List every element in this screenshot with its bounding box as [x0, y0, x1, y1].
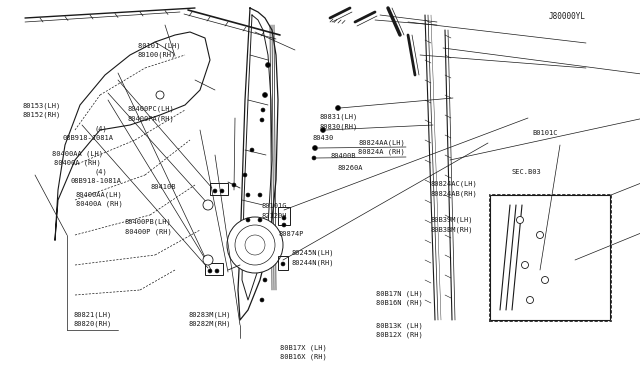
Text: 80830(RH): 80830(RH)	[320, 123, 358, 130]
Circle shape	[220, 189, 224, 193]
Circle shape	[335, 106, 340, 110]
Text: 80283M(LH): 80283M(LH)	[189, 311, 231, 318]
Circle shape	[156, 91, 164, 99]
Text: 80874P: 80874P	[278, 231, 304, 237]
Circle shape	[227, 217, 283, 273]
Circle shape	[250, 148, 254, 152]
Text: 80824A (RH): 80824A (RH)	[358, 148, 405, 155]
Circle shape	[281, 262, 285, 266]
Text: 80410B: 80410B	[150, 184, 176, 190]
Circle shape	[261, 108, 265, 112]
Text: 80244N(RH): 80244N(RH)	[291, 259, 333, 266]
Text: 80400A (RH): 80400A (RH)	[54, 159, 101, 166]
Text: 80260A: 80260A	[338, 165, 364, 171]
Circle shape	[208, 269, 212, 273]
Text: 80B17N (LH): 80B17N (LH)	[376, 291, 423, 297]
Circle shape	[260, 298, 264, 302]
Text: 80400AA(LH): 80400AA(LH)	[76, 191, 122, 198]
Text: 80400PB(LH): 80400PB(LH)	[125, 219, 172, 225]
Text: (4): (4)	[95, 126, 108, 132]
Text: 80824AA(LH): 80824AA(LH)	[358, 139, 405, 146]
Circle shape	[522, 262, 529, 269]
Text: 80B13K (LH): 80B13K (LH)	[376, 322, 423, 329]
Text: 80100(RH): 80100(RH)	[138, 52, 176, 58]
Text: 80153(LH): 80153(LH)	[22, 102, 61, 109]
Circle shape	[282, 223, 286, 227]
Circle shape	[312, 145, 317, 151]
Text: 80245N(LH): 80245N(LH)	[291, 250, 333, 256]
Circle shape	[258, 218, 262, 222]
Circle shape	[203, 255, 213, 265]
Text: 80820(RH): 80820(RH)	[74, 320, 112, 327]
Text: B0101C: B0101C	[532, 130, 558, 136]
Text: (4): (4)	[95, 169, 108, 175]
Text: 80400PC(LH): 80400PC(LH)	[128, 106, 175, 112]
Text: 80B17X (LH): 80B17X (LH)	[280, 344, 327, 351]
Text: 08B918-1081A: 08B918-1081A	[70, 178, 122, 184]
Text: 82120H: 82120H	[261, 213, 287, 219]
Circle shape	[266, 62, 271, 67]
Circle shape	[245, 235, 265, 255]
Text: 08B918-J081A: 08B918-J081A	[63, 135, 114, 141]
Text: 80824AB(RH): 80824AB(RH)	[430, 190, 477, 197]
Circle shape	[262, 93, 268, 97]
Circle shape	[246, 193, 250, 197]
Circle shape	[213, 189, 217, 193]
Text: 80400PA(RH): 80400PA(RH)	[128, 115, 175, 122]
Text: 80430: 80430	[312, 135, 333, 141]
Text: 80101 (LH): 80101 (LH)	[138, 42, 180, 49]
Text: 80400A (RH): 80400A (RH)	[76, 201, 122, 207]
Text: 80B39M(LH): 80B39M(LH)	[430, 217, 472, 224]
Text: 80101G: 80101G	[261, 203, 287, 209]
Text: 80B16X (RH): 80B16X (RH)	[280, 354, 327, 360]
Text: 80821(LH): 80821(LH)	[74, 311, 112, 318]
Circle shape	[536, 231, 543, 238]
Text: 80B12X (RH): 80B12X (RH)	[376, 331, 423, 338]
Circle shape	[235, 225, 275, 265]
Circle shape	[260, 118, 264, 122]
Circle shape	[243, 173, 247, 177]
Circle shape	[516, 217, 524, 224]
Text: 80282M(RH): 80282M(RH)	[189, 320, 231, 327]
Text: 80400B: 80400B	[330, 153, 356, 159]
FancyBboxPatch shape	[490, 195, 610, 320]
Circle shape	[258, 193, 262, 197]
Text: 80400AA (LH): 80400AA (LH)	[52, 150, 104, 157]
Text: 80824AC(LH): 80824AC(LH)	[430, 181, 477, 187]
Text: SEC.B03: SEC.B03	[512, 169, 541, 175]
Circle shape	[246, 218, 250, 222]
Circle shape	[263, 278, 267, 282]
Text: 80B16N (RH): 80B16N (RH)	[376, 300, 423, 307]
Circle shape	[215, 269, 219, 273]
Text: J80000YL: J80000YL	[549, 12, 586, 21]
Circle shape	[541, 276, 548, 283]
Circle shape	[232, 183, 236, 187]
Circle shape	[282, 216, 286, 220]
Text: 80152(RH): 80152(RH)	[22, 111, 61, 118]
Circle shape	[527, 296, 534, 304]
Text: 80B3BM(RH): 80B3BM(RH)	[430, 226, 472, 233]
Text: 80831(LH): 80831(LH)	[320, 114, 358, 121]
Circle shape	[312, 156, 316, 160]
Circle shape	[321, 128, 326, 132]
Circle shape	[203, 200, 213, 210]
Text: 80400P (RH): 80400P (RH)	[125, 228, 172, 235]
